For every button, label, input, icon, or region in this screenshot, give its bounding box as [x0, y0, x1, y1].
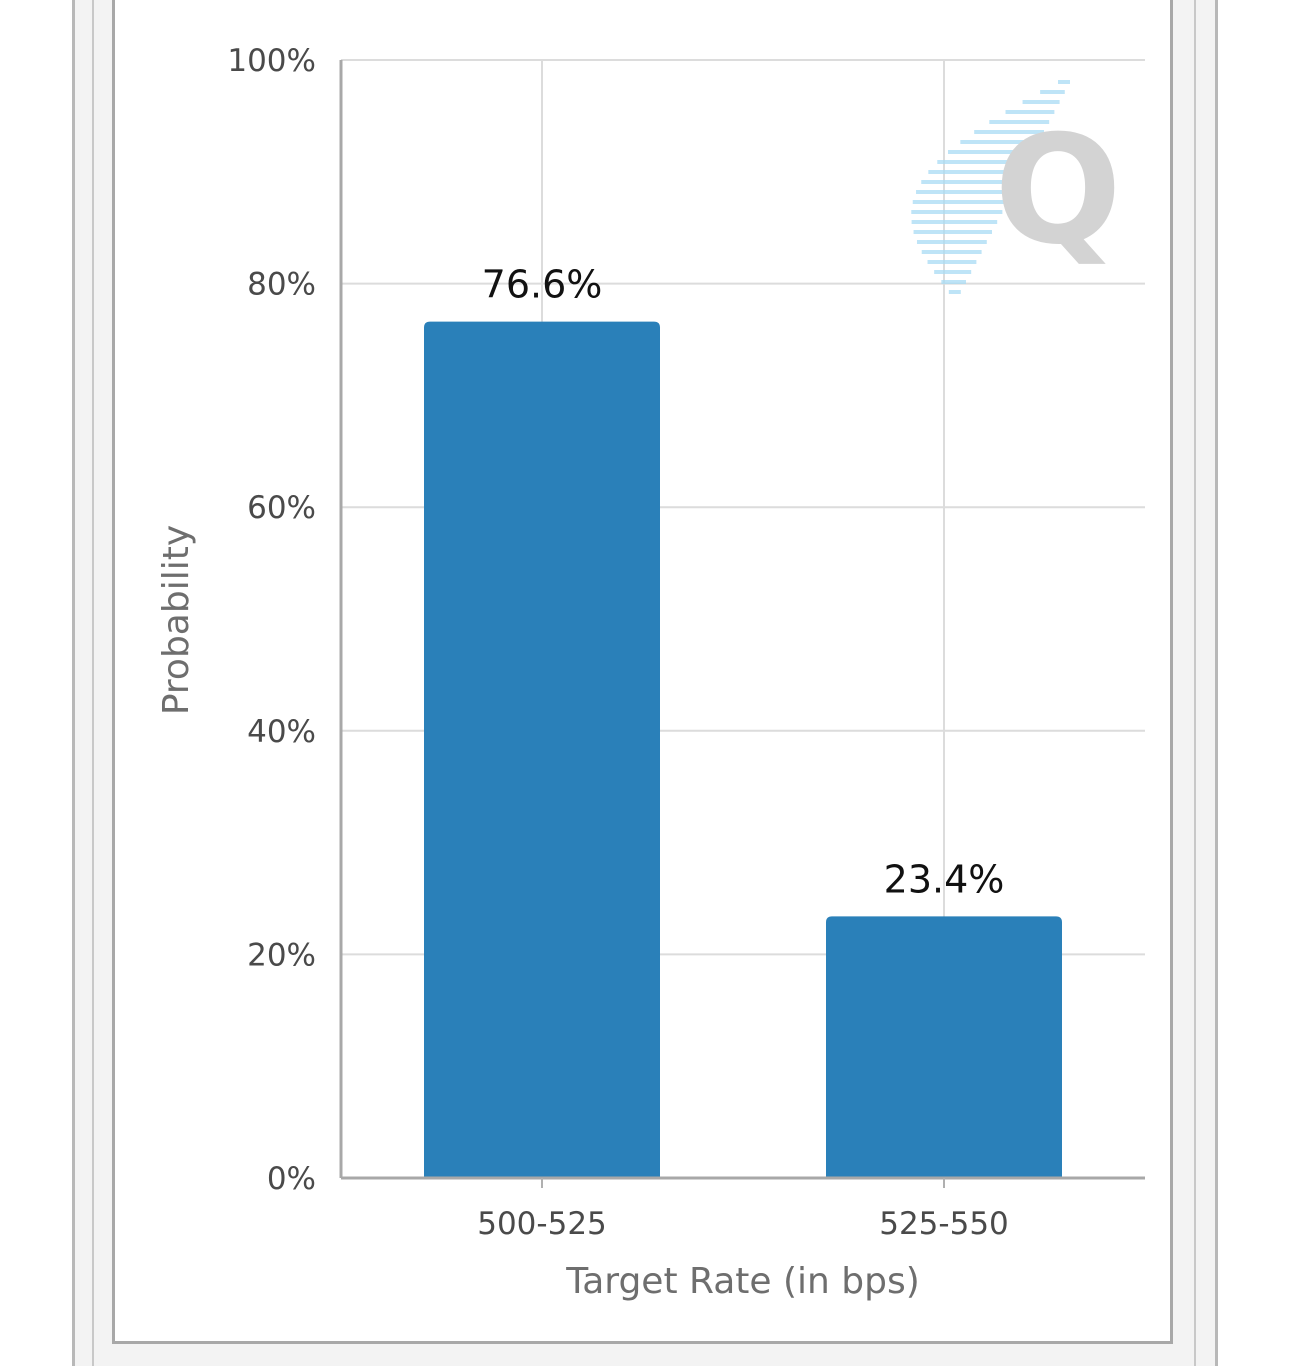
- y-tick-label: 40%: [247, 714, 316, 750]
- y-tick-label: 20%: [247, 937, 316, 973]
- watermark-logo: Q: [911, 80, 1122, 294]
- axes: [339, 60, 1145, 1180]
- tick-labels: 500-525 525-550 0% 20% 40% 60% 80% 100%: [227, 43, 1008, 1242]
- x-tick-label: 525-550: [879, 1206, 1009, 1242]
- y-tick-label: 0%: [267, 1161, 316, 1197]
- x-axis-title: Target Rate (in bps): [565, 1261, 920, 1302]
- y-tick-label: 80%: [247, 267, 316, 303]
- bar: [424, 321, 660, 1178]
- x-tick-label: 500-525: [477, 1206, 607, 1242]
- bar: [826, 916, 1062, 1178]
- watermark-stripes: [911, 80, 1070, 294]
- watermark-letter: Q: [994, 104, 1122, 278]
- bar-value-label: 76.6%: [482, 263, 603, 307]
- data-labels: 76.6% 23.4%: [482, 263, 1005, 902]
- y-tick-label: 60%: [247, 490, 316, 526]
- bars: [424, 321, 1062, 1178]
- bar-value-label: 23.4%: [884, 857, 1005, 901]
- y-axis-title: Probability: [156, 525, 197, 715]
- y-tick-label: 100%: [227, 43, 316, 79]
